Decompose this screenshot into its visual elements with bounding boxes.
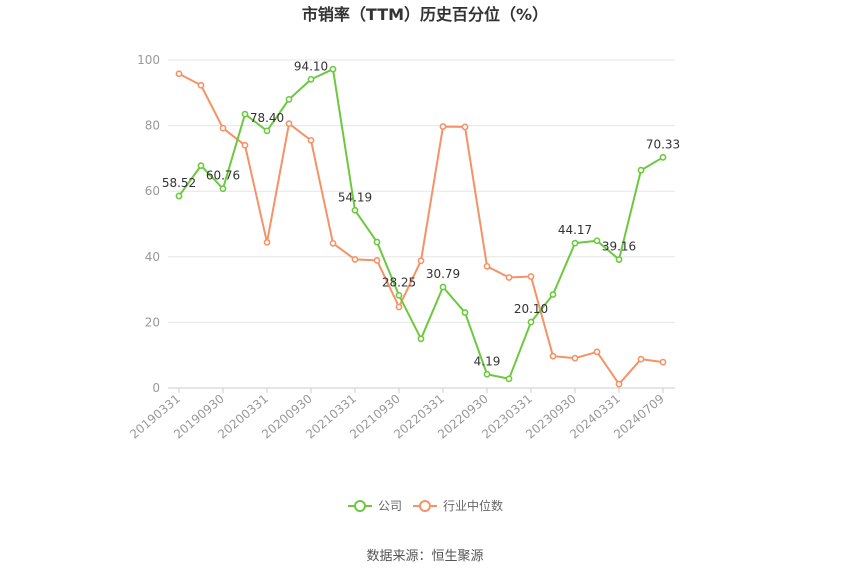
data-point[interactable] xyxy=(285,120,293,128)
data-point[interactable] xyxy=(263,238,271,246)
data-point[interactable] xyxy=(571,239,579,247)
data-point[interactable] xyxy=(571,354,579,362)
y-tick-label: 100 xyxy=(137,53,160,67)
series-group xyxy=(175,65,667,388)
data-point[interactable] xyxy=(219,185,227,193)
data-point[interactable] xyxy=(263,127,271,135)
y-tick-label: 60 xyxy=(145,184,160,198)
data-point[interactable] xyxy=(615,380,623,388)
y-axis: 0 20 40 60 80 100 xyxy=(137,53,160,395)
data-point[interactable] xyxy=(307,136,315,144)
data-point[interactable] xyxy=(461,309,469,316)
data-point[interactable] xyxy=(505,274,513,281)
data-point[interactable] xyxy=(175,70,183,78)
data-point[interactable] xyxy=(219,124,227,132)
data-label: 58.52 xyxy=(162,176,196,190)
data-label: 54.19 xyxy=(338,190,372,204)
data-label: 4.19 xyxy=(474,354,501,368)
legend-item[interactable]: 公司 xyxy=(348,499,402,513)
data-point[interactable] xyxy=(395,303,403,311)
chart-title: 市销率（TTM）历史百分位（%） xyxy=(302,5,548,24)
data-point[interactable] xyxy=(593,237,601,245)
data-label: 20.10 xyxy=(514,302,548,316)
data-point[interactable] xyxy=(351,206,359,214)
data-point[interactable] xyxy=(637,166,645,174)
data-label: 28.25 xyxy=(382,275,416,289)
data-point[interactable] xyxy=(285,95,293,103)
source-note: 数据来源：恒生聚源 xyxy=(366,549,483,564)
data-point[interactable] xyxy=(593,348,601,356)
y-tick-label: 20 xyxy=(145,315,160,329)
data-point[interactable] xyxy=(637,355,645,363)
data-label: 39.16 xyxy=(602,240,636,254)
data-label: 94.10 xyxy=(294,59,328,73)
data-point[interactable] xyxy=(527,318,535,326)
legend-label: 公司 xyxy=(378,499,402,513)
data-point[interactable] xyxy=(439,283,447,291)
legend-item[interactable]: 行业中位数 xyxy=(413,498,503,513)
data-point[interactable] xyxy=(197,81,205,89)
data-point[interactable] xyxy=(175,192,183,200)
data-label: 78.40 xyxy=(250,111,284,125)
data-point[interactable] xyxy=(549,291,557,298)
data-point[interactable] xyxy=(395,291,403,299)
y-tick-label: 80 xyxy=(145,119,160,133)
legend[interactable]: 公司 行业中位数 xyxy=(348,498,503,513)
data-point[interactable] xyxy=(329,239,337,247)
data-point[interactable] xyxy=(659,153,667,161)
data-point[interactable] xyxy=(483,370,491,378)
data-point[interactable] xyxy=(615,256,623,263)
legend-marker-icon xyxy=(354,500,366,512)
y-tick-label: 40 xyxy=(145,250,160,264)
data-label: 60.76 xyxy=(206,169,240,183)
data-point[interactable] xyxy=(461,123,469,131)
data-label: 30.79 xyxy=(426,267,460,281)
data-labels: 58.52 60.76 78.40 94.10 54.19 28.25 30.79 4.19 2… xyxy=(162,59,680,368)
data-point[interactable] xyxy=(351,256,359,263)
x-axis: 2019033120190930202003312020093020210331… xyxy=(127,388,667,442)
data-point[interactable] xyxy=(197,162,205,170)
legend-label: 行业中位数 xyxy=(443,498,503,513)
data-label: 70.33 xyxy=(646,137,680,151)
data-point[interactable] xyxy=(505,375,513,383)
data-point[interactable] xyxy=(483,262,491,270)
data-point[interactable] xyxy=(373,238,381,246)
data-label: 44.17 xyxy=(558,223,592,237)
data-point[interactable] xyxy=(659,358,667,366)
data-point[interactable] xyxy=(241,141,249,149)
data-point[interactable] xyxy=(373,257,381,264)
data-point[interactable] xyxy=(307,75,315,83)
legend-marker-icon xyxy=(419,500,431,512)
data-point[interactable] xyxy=(527,273,535,280)
data-point[interactable] xyxy=(549,352,557,360)
data-point[interactable] xyxy=(439,123,447,130)
data-point[interactable] xyxy=(417,335,425,343)
y-tick-label: 0 xyxy=(152,381,160,395)
data-point[interactable] xyxy=(241,110,249,118)
data-point[interactable] xyxy=(329,65,337,73)
data-point[interactable] xyxy=(417,257,425,265)
